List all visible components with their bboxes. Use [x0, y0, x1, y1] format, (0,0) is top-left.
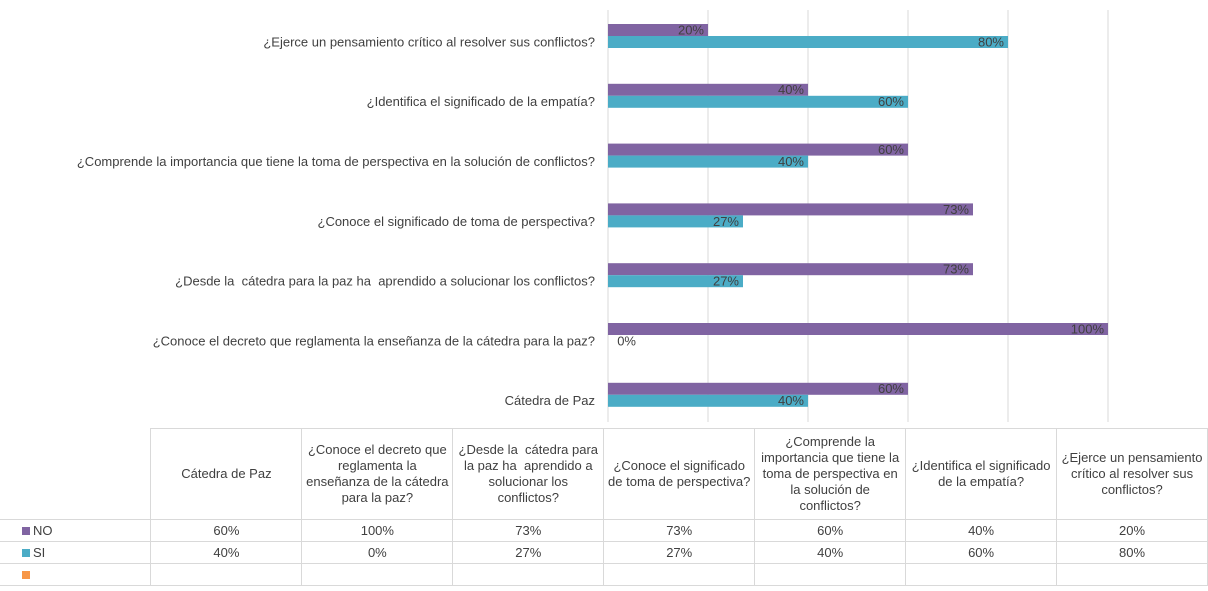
- table-value: 73%: [603, 519, 756, 542]
- column-header: ¿Identifica el significado de la empatía…: [905, 428, 1058, 520]
- table-value: 80%: [1056, 541, 1208, 564]
- data-label: 73%: [943, 202, 969, 217]
- category-label: ¿Identifica el significado de la empatía…: [367, 94, 595, 109]
- category-label: ¿Conoce el decreto que reglamenta la ens…: [153, 333, 595, 348]
- bar: [608, 215, 743, 228]
- data-label: 80%: [978, 34, 1004, 49]
- legend-swatch: [22, 526, 30, 535]
- column-header: ¿Conoce el decreto que reglamenta la ens…: [301, 428, 454, 520]
- table-row: NO 60% 100% 73% 73% 60% 40% 20%: [0, 519, 1208, 542]
- column-header: ¿Ejerce un pensamiento crítico al resolv…: [1056, 428, 1208, 520]
- bar: [608, 143, 908, 156]
- bar: [608, 275, 743, 288]
- legend-label: SI: [33, 544, 46, 560]
- category-label: ¿Ejerce un pensamiento crítico al resolv…: [263, 34, 595, 49]
- column-header: ¿Desde la cátedra para la paz ha aprendi…: [452, 428, 605, 520]
- bar: [608, 95, 908, 108]
- legend-swatch: [22, 548, 30, 557]
- table-value: 100%: [301, 519, 454, 542]
- data-label: 0%: [617, 333, 636, 348]
- bar: [608, 83, 808, 96]
- bar: [608, 382, 908, 395]
- legend-label: NO: [33, 522, 53, 538]
- data-label: 100%: [1071, 321, 1105, 336]
- bar: [608, 155, 808, 168]
- data-label: 73%: [943, 262, 969, 277]
- data-label: 60%: [878, 94, 904, 109]
- table-value: 40%: [754, 541, 907, 564]
- data-table: Cátedra de Paz ¿Conoce el decreto que reg…: [0, 428, 1208, 586]
- legend-cell: NO: [0, 519, 152, 542]
- bar: [608, 263, 973, 276]
- column-header: ¿Comprende la importancia que tiene la t…: [754, 428, 907, 520]
- data-label: 40%: [778, 154, 804, 169]
- table-value: 27%: [452, 541, 605, 564]
- table-value: 0%: [301, 541, 454, 564]
- table-value: 27%: [603, 541, 756, 564]
- bar: [608, 323, 1108, 335]
- category-label: Cátedra de Paz: [505, 393, 595, 408]
- category-label: ¿Conoce el significado de toma de perspe…: [318, 214, 596, 229]
- category-label: ¿Comprende la importancia que tiene la t…: [77, 154, 595, 169]
- table-value: 60%: [905, 541, 1058, 564]
- table-value: 20%: [1056, 519, 1208, 542]
- data-label: 60%: [878, 381, 904, 396]
- table-corner: [0, 428, 152, 520]
- table-value: 40%: [905, 519, 1058, 542]
- legend-swatch: [22, 570, 30, 579]
- chart: Cátedra de Paz 60% 40% ¿Conoce el decreto q…: [77, 10, 1109, 422]
- table-value: 60%: [150, 519, 303, 542]
- data-label: 40%: [778, 82, 804, 97]
- table-row: SI 40% 0% 27% 27% 40% 60% 80%: [0, 541, 1208, 564]
- table-value: 60%: [754, 519, 907, 542]
- data-label: 20%: [678, 22, 704, 37]
- legend-cell: SI: [0, 541, 152, 564]
- data-label: 27%: [713, 274, 739, 289]
- bar: [608, 394, 808, 407]
- bar: [608, 24, 708, 36]
- column-header: Cátedra de Paz: [150, 428, 303, 520]
- data-label: 60%: [878, 142, 904, 157]
- table-value: 73%: [452, 519, 605, 542]
- data-label: 27%: [713, 214, 739, 229]
- data-label: 40%: [778, 393, 804, 408]
- bar: [608, 203, 973, 216]
- category-label: ¿Desde la cátedra para la paz ha aprendi…: [175, 274, 595, 289]
- legend-cell: [0, 563, 152, 586]
- bar: [608, 36, 1008, 48]
- column-header: ¿Conoce el significado de toma de perspe…: [603, 428, 756, 520]
- table-value: 40%: [150, 541, 303, 564]
